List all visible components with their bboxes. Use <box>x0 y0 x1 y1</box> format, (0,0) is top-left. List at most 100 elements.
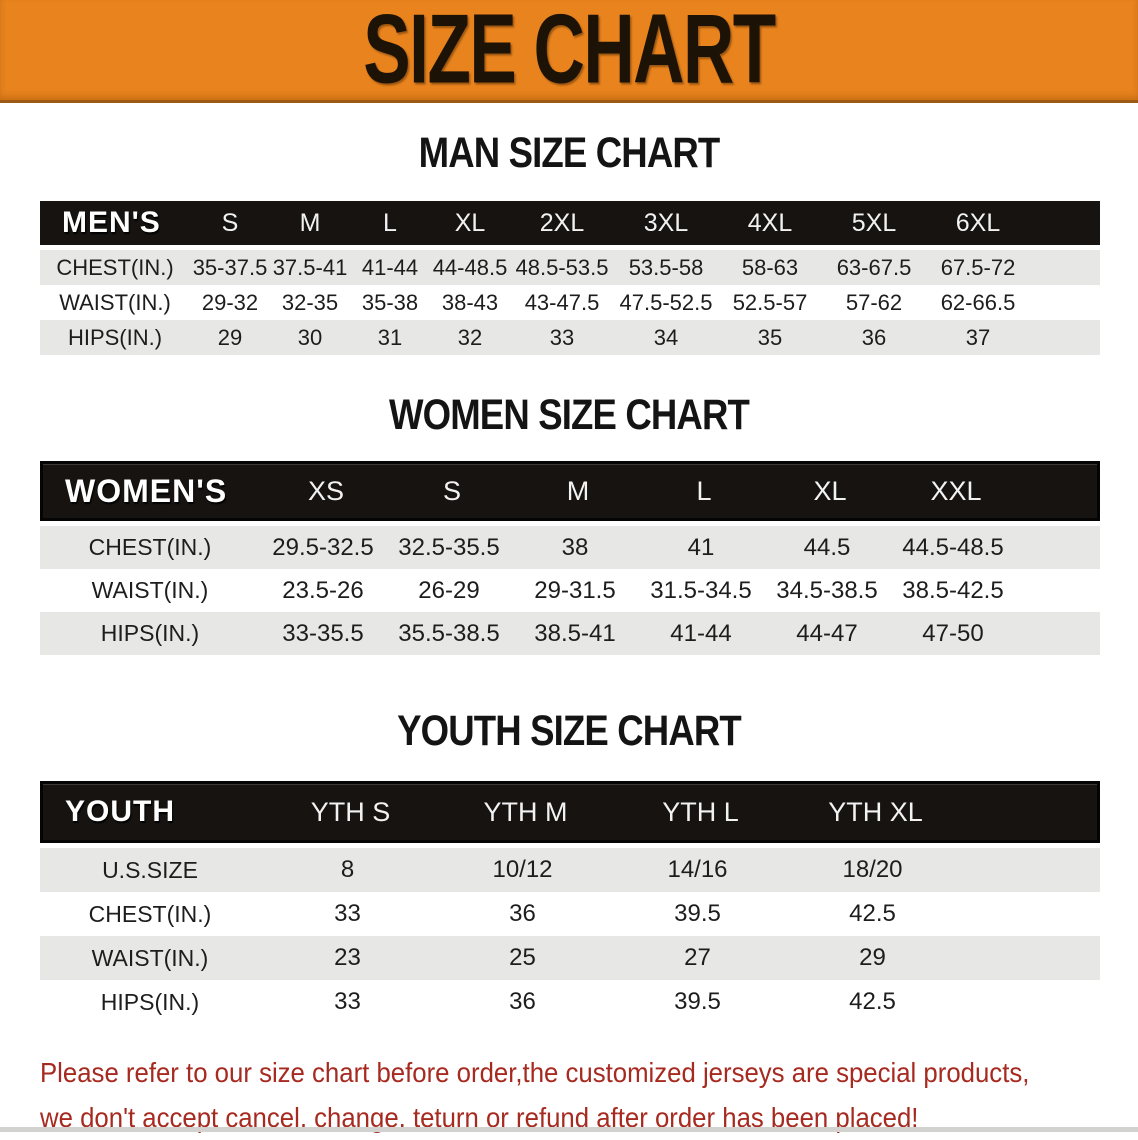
cell: 32.5-35.5 <box>398 533 500 561</box>
cell: 29-31.5 <box>534 576 616 604</box>
row-label: U.S.SIZE <box>102 856 198 883</box>
cell: 41-44 <box>361 254 419 280</box>
column-header: XXL <box>930 475 982 506</box>
row-label: WAIST(IN.) <box>91 944 209 971</box>
column-header: S <box>442 475 461 506</box>
cell: 8 <box>340 856 355 883</box>
men-section-heading: MAN SIZE CHART <box>418 129 721 177</box>
cell: 41-44 <box>670 619 732 647</box>
cell: 31.5-34.5 <box>650 576 752 604</box>
column-header: YTH XL <box>828 796 923 827</box>
cell: 10/12 <box>492 856 553 883</box>
cell: 35 <box>757 324 783 350</box>
disclaimer-line-1: Please refer to our size chart before or… <box>40 1057 1030 1088</box>
column-header: YTH M <box>483 796 568 827</box>
table-row: CHEST(IN.) 35-37.5 37.5-41 41-44 44-48.5 48.5… <box>40 250 1100 285</box>
table-row: WAIST(IN.) 23.5-26 26-29 29-31.5 31.5-34.5 34… <box>40 569 1100 612</box>
cell: 36 <box>509 988 536 1015</box>
column-header: YTH L <box>662 796 739 827</box>
table-row: HIPS(IN.) 33 36 39.5 42.5 <box>40 980 1100 1024</box>
table-row: U.S.SIZE 8 10/12 14/16 18/20 <box>40 848 1100 892</box>
cell: 14/16 <box>667 856 728 883</box>
cell: 26-29 <box>418 576 480 604</box>
cell: 33-35.5 <box>282 619 364 647</box>
cell: 44-48.5 <box>432 254 508 280</box>
cell: 62-66.5 <box>940 289 1016 315</box>
cell: 42.5 <box>849 988 896 1015</box>
disclaimer: Please refer to our size chart before or… <box>40 1050 1138 1140</box>
column-header: XL <box>454 208 486 237</box>
bottom-edge-strip <box>0 1127 1138 1132</box>
cell: 37.5-41 <box>272 254 348 280</box>
youth-size-table: YOUTH YTH S YTH M YTH L YTH XL U.S.SIZE 8 10/12… <box>40 781 1100 1024</box>
cell: 33 <box>334 900 361 927</box>
cell: 47-50 <box>922 619 984 647</box>
column-header: L <box>383 208 397 237</box>
table-body: CHEST(IN.) 35-37.5 37.5-41 41-44 44-48.5 48.5… <box>40 250 1100 355</box>
row-label: CHEST(IN.) <box>88 534 212 560</box>
column-header: 3XL <box>643 208 689 237</box>
cell: 25 <box>509 944 536 971</box>
women-section-heading: WOMEN SIZE CHART <box>388 391 750 439</box>
row-label: WAIST(IN.) <box>91 577 209 603</box>
cell: 53.5-58 <box>628 254 704 280</box>
cell: 38 <box>561 533 589 561</box>
cell: 27 <box>684 944 711 971</box>
cell: 44.5 <box>803 533 851 561</box>
cell: 38.5-42.5 <box>902 576 1004 604</box>
women-size-table: WOMEN'S XS S M L XL XXL CHEST(IN.) 29.5-32.5 32.5… <box>40 461 1100 655</box>
cell: 33 <box>334 988 361 1015</box>
column-header: XL <box>813 475 847 506</box>
banner-title: SIZE CHART <box>363 0 776 105</box>
table-group-label: WOMEN'S <box>65 472 228 509</box>
cell: 44-47 <box>796 619 858 647</box>
cell: 47.5-52.5 <box>619 289 713 315</box>
table-group-label: MEN'S <box>62 206 161 239</box>
cell: 30 <box>297 324 323 350</box>
cell: 18/20 <box>842 856 903 883</box>
cell: 67.5-72 <box>940 254 1016 280</box>
column-header: YTH S <box>310 796 391 827</box>
column-header: S <box>221 208 239 237</box>
disclaimer-line-2: we don't accept cancel, change, teturn o… <box>40 1102 919 1133</box>
cell: 36 <box>861 324 887 350</box>
banner: SIZE CHART <box>0 0 1138 103</box>
cell: 35.5-38.5 <box>398 619 500 647</box>
cell: 42.5 <box>849 900 896 927</box>
table-row: WAIST(IN.) 29-32 32-35 35-38 38-43 43-47.5 47.… <box>40 285 1100 320</box>
cell: 29 <box>217 324 243 350</box>
column-header: 5XL <box>851 208 897 237</box>
cell: 43-47.5 <box>524 289 600 315</box>
cell: 23 <box>334 944 361 971</box>
cell: 35-38 <box>361 289 419 315</box>
row-label: CHEST(IN.) <box>88 900 212 927</box>
youth-section-heading: YOUTH SIZE CHART <box>397 707 742 755</box>
cell: 29-32 <box>201 289 259 315</box>
table-row: HIPS(IN.) 29 30 31 32 33 34 35 36 37 <box>40 320 1100 355</box>
cell: 32 <box>457 324 483 350</box>
column-header: XS <box>307 475 345 506</box>
table-header-row: YOUTH YTH S YTH M YTH L YTH XL <box>40 781 1100 843</box>
row-label: WAIST(IN.) <box>59 289 171 315</box>
cell: 23.5-26 <box>282 576 364 604</box>
cell: 34 <box>653 324 679 350</box>
men-size-table: MEN'S S M L XL 2XL 3XL 4XL 5XL 6XL CHEST(IN.) 35-37… <box>40 201 1100 355</box>
table-group-label: YOUTH <box>65 795 175 828</box>
cell: 63-67.5 <box>836 254 912 280</box>
cell: 57-62 <box>845 289 903 315</box>
cell: 31 <box>377 324 403 350</box>
cell: 41 <box>687 533 715 561</box>
table-header-row: MEN'S S M L XL 2XL 3XL 4XL 5XL 6XL <box>40 201 1100 245</box>
cell: 29 <box>859 944 886 971</box>
cell: 39.5 <box>674 988 721 1015</box>
cell: 29.5-32.5 <box>272 533 374 561</box>
cell: 44.5-48.5 <box>902 533 1004 561</box>
row-label: HIPS(IN.) <box>100 988 200 1015</box>
table-body: CHEST(IN.) 29.5-32.5 32.5-35.5 38 41 44.5 44.5… <box>40 526 1100 655</box>
cell: 48.5-53.5 <box>515 254 609 280</box>
cell: 52.5-57 <box>732 289 808 315</box>
column-header: M <box>299 208 321 237</box>
table-row: WAIST(IN.) 23 25 27 29 <box>40 936 1100 980</box>
column-header: L <box>696 475 712 506</box>
